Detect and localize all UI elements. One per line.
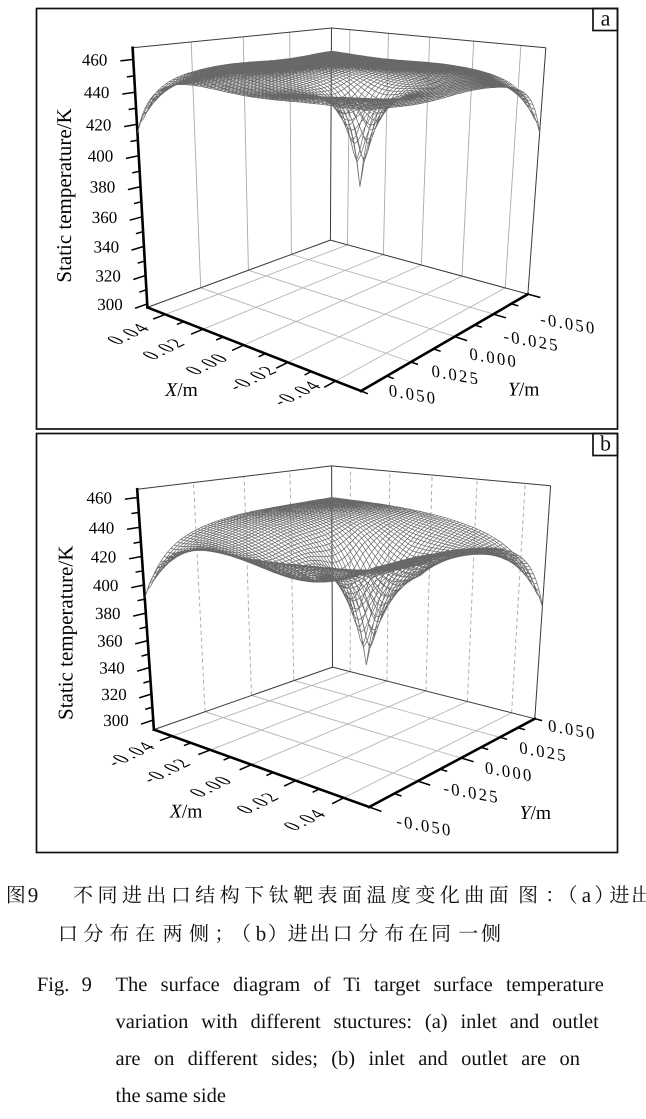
svg-text:b: b	[600, 431, 611, 456]
svg-text:variation with different stuct: variation with different stuctures: (a) …	[116, 1011, 600, 1033]
svg-text:360: 360	[92, 208, 118, 227]
svg-text:420: 420	[86, 115, 112, 134]
svg-text:400: 400	[93, 576, 119, 595]
svg-text:X/m: X/m	[164, 380, 198, 401]
svg-text:Static temperature/K: Static temperature/K	[52, 108, 76, 282]
svg-text:320: 320	[95, 266, 121, 285]
svg-text:Y/m: Y/m	[520, 803, 551, 824]
svg-text:360: 360	[97, 632, 123, 651]
svg-text:400: 400	[88, 147, 114, 166]
svg-text:300: 300	[103, 711, 129, 730]
svg-text:420: 420	[91, 547, 117, 566]
svg-text:300: 300	[97, 295, 123, 314]
svg-text:b: b	[256, 922, 266, 946]
svg-text:a: a	[601, 6, 611, 31]
svg-text:320: 320	[101, 685, 127, 704]
svg-text:Y/m: Y/m	[508, 379, 539, 400]
svg-text:9: 9	[28, 883, 39, 907]
svg-text:380: 380	[90, 178, 116, 197]
svg-text:a: a	[582, 883, 592, 907]
svg-text:Static temperature/K: Static temperature/K	[53, 546, 77, 720]
svg-text:380: 380	[95, 604, 121, 623]
svg-text:X/m: X/m	[169, 802, 203, 823]
svg-text:are on different sides; (b) i: are on different sides; (b) inlet and ou…	[116, 1048, 581, 1070]
svg-text:340: 340	[99, 659, 125, 678]
svg-text:460: 460	[87, 489, 113, 508]
svg-text:The surface diagram of Ti targ: The surface diagram of Ti target surface…	[116, 974, 604, 996]
svg-text:440: 440	[84, 83, 110, 102]
svg-text:340: 340	[94, 237, 120, 256]
svg-text:Fig. 9: Fig. 9	[37, 974, 92, 996]
svg-text:the same side: the same side	[116, 1085, 226, 1107]
svg-text:460: 460	[82, 50, 108, 69]
svg-text:440: 440	[89, 518, 115, 537]
